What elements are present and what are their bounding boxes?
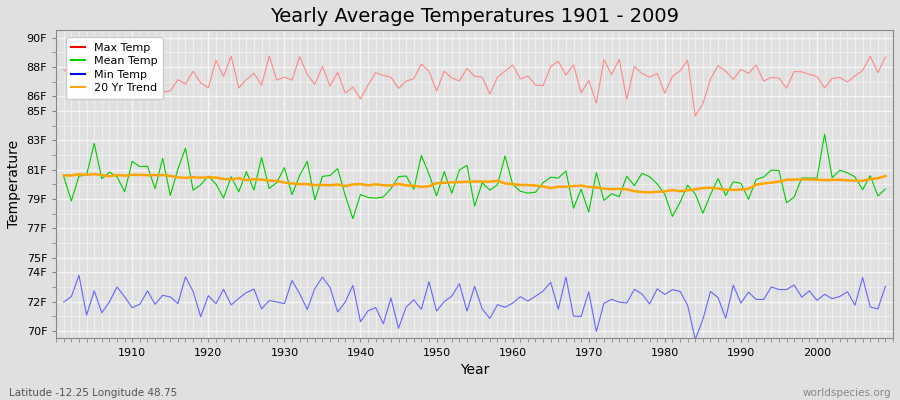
- X-axis label: Year: Year: [460, 363, 490, 377]
- Legend: Max Temp, Mean Temp, Min Temp, 20 Yr Trend: Max Temp, Mean Temp, Min Temp, 20 Yr Tre…: [66, 37, 163, 99]
- Y-axis label: Temperature: Temperature: [7, 140, 21, 228]
- Text: worldspecies.org: worldspecies.org: [803, 388, 891, 398]
- Text: Latitude -12.25 Longitude 48.75: Latitude -12.25 Longitude 48.75: [9, 388, 177, 398]
- Title: Yearly Average Temperatures 1901 - 2009: Yearly Average Temperatures 1901 - 2009: [270, 7, 680, 26]
